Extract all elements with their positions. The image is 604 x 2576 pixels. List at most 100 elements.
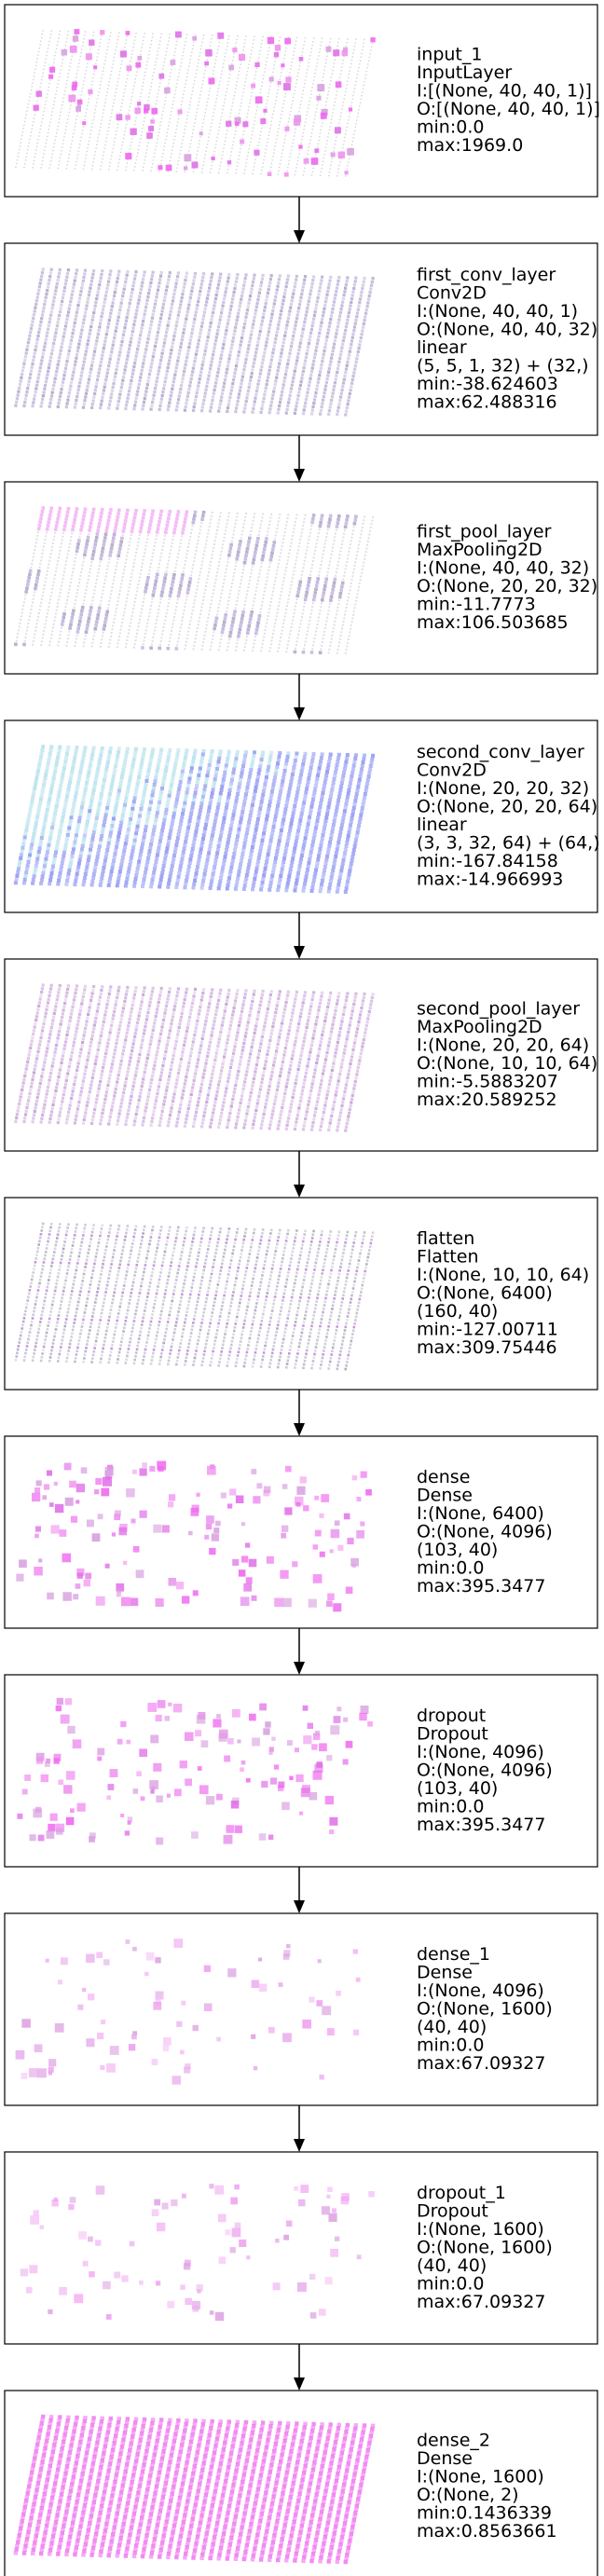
layer-name: dense_1	[417, 1944, 490, 1965]
layer-info-line: I:[(None, 40, 40, 1)]	[417, 81, 592, 102]
flow-arrow	[294, 1151, 305, 1198]
layer-box-frame	[4, 2151, 598, 2345]
layer-name: dropout	[417, 1706, 486, 1726]
layer-info-line: min:0.1436339	[417, 2503, 552, 2524]
activation-visualization	[20, 2184, 375, 2322]
layer-box-frame	[4, 958, 598, 1152]
layer-info-line: I:(None, 40, 40, 1)	[417, 301, 578, 322]
layer-info-line: max:62.488316	[417, 392, 557, 413]
layer-info-line: I:(None, 1600)	[417, 2467, 544, 2487]
flow-arrow	[294, 912, 305, 959]
layer-info-line: max:1969.0	[417, 135, 523, 156]
layer-info-line: I:(None, 4096)	[417, 1980, 544, 2001]
layer-info-line: O:[(None, 40, 40, 1)]	[417, 99, 600, 119]
layer-name: second_pool_layer	[417, 999, 580, 1020]
layer-box-frame	[4, 1674, 598, 1868]
flow-arrow	[294, 1390, 305, 1436]
layer-info-line: O:(None, 1600)	[417, 2237, 553, 2257]
layer-name: input_1	[417, 45, 482, 65]
layer-info-line: min:0.0	[417, 1796, 484, 1816]
layer-info-line: O:(None, 2)	[417, 2485, 519, 2505]
flow-arrow	[294, 1628, 305, 1675]
activation-visualization	[13, 2414, 376, 2565]
activation-visualization	[13, 745, 376, 894]
layer-info-line: max:395.3477	[417, 1815, 545, 1835]
layer-type: Dropout	[417, 1723, 488, 1744]
activation-visualization	[15, 29, 376, 177]
flow-arrow	[294, 197, 305, 243]
layer-info-line: O:(None, 40, 40, 32)	[417, 320, 597, 340]
layer-type: Conv2D	[417, 283, 487, 304]
layer-type: Conv2D	[417, 760, 487, 781]
layer-info-line: (103, 40)	[417, 1540, 498, 1560]
layer-info-line: I:(None, 1600)	[417, 2219, 544, 2240]
layer-name: first_conv_layer	[417, 265, 556, 285]
layer-info-line: O:(None, 4096)	[417, 1521, 553, 1541]
layer-info-line: (5, 5, 1, 32) + (32,)	[417, 356, 589, 377]
layer-info-line: max:106.503685	[417, 612, 569, 633]
layer-info-line: max:20.589252	[417, 1089, 557, 1110]
flow-arrow	[294, 1867, 305, 1913]
layer-info-line: min:0.0	[417, 117, 484, 138]
layer-info-line: max:-14.966993	[417, 870, 563, 890]
layer-info-line: min:-127.00711	[417, 1319, 558, 1339]
layer-box-frame	[4, 4, 598, 198]
layer-info-line: I:(None, 40, 40, 32)	[417, 558, 589, 579]
layer-type: Dense	[417, 1485, 473, 1505]
layer-info-line: min:-167.84158	[417, 851, 558, 871]
layer-box-frame	[4, 1912, 598, 2106]
layer-info-line: I:(None, 6400)	[417, 1503, 544, 1524]
activation-visualization	[14, 983, 375, 1132]
layer-info-line: linear	[417, 337, 467, 358]
layer-info-line: I:(None, 4096)	[417, 1742, 544, 1762]
layer-name: dense_2	[417, 2431, 490, 2451]
layer-name: second_conv_layer	[417, 742, 584, 762]
layer-info-line: min:-11.7773	[417, 595, 536, 615]
layer-type: InputLayer	[417, 62, 512, 83]
layer-info-line: max:0.8563661	[417, 2521, 557, 2542]
layer-info-line: I:(None, 20, 20, 32)	[417, 778, 589, 799]
layer-info-line: (40, 40)	[417, 2017, 487, 2037]
layer-info-line: O:(None, 6400)	[417, 1282, 553, 1303]
flow-arrow	[294, 2344, 305, 2391]
layer-info-line: (160, 40)	[417, 1301, 498, 1322]
layer-name: flatten	[417, 1228, 474, 1249]
flow-arrow	[294, 674, 305, 720]
activation-visualization	[14, 506, 375, 655]
activation-visualization	[14, 267, 375, 417]
layer-info-line: O:(None, 1600)	[417, 1998, 553, 2019]
activation-visualization	[17, 1697, 373, 1845]
layer-info-line: (40, 40)	[417, 2255, 487, 2276]
layer-type: Flatten	[417, 1246, 478, 1267]
activation-visualization	[14, 1222, 375, 1371]
layer-box-frame	[4, 1435, 598, 1629]
layer-box-frame	[4, 481, 598, 675]
layer-type: MaxPooling2D	[417, 1017, 542, 1037]
activation-visualization	[16, 1460, 372, 1612]
layer-info-line: O:(None, 20, 20, 32)	[417, 576, 597, 596]
layer-info-line: O:(None, 20, 20, 64)	[417, 797, 597, 817]
flow-arrow	[294, 435, 305, 482]
layer-type: Dense	[417, 1962, 473, 1982]
layer-info-line: min:-5.5883207	[417, 1072, 558, 1092]
layer-type: Dense	[417, 2448, 473, 2469]
layer-info-line: linear	[417, 815, 467, 835]
layer-info-line: max:395.3477	[417, 1576, 545, 1596]
layer-type: Dropout	[417, 2200, 488, 2221]
layer-info-line: max:67.09327	[417, 2053, 545, 2074]
layer-info-line: O:(None, 10, 10, 64)	[417, 1053, 597, 1074]
activation-visualization	[15, 1939, 361, 2085]
layer-info-line: I:(None, 10, 10, 64)	[417, 1265, 589, 1285]
layer-type: MaxPooling2D	[417, 540, 542, 560]
